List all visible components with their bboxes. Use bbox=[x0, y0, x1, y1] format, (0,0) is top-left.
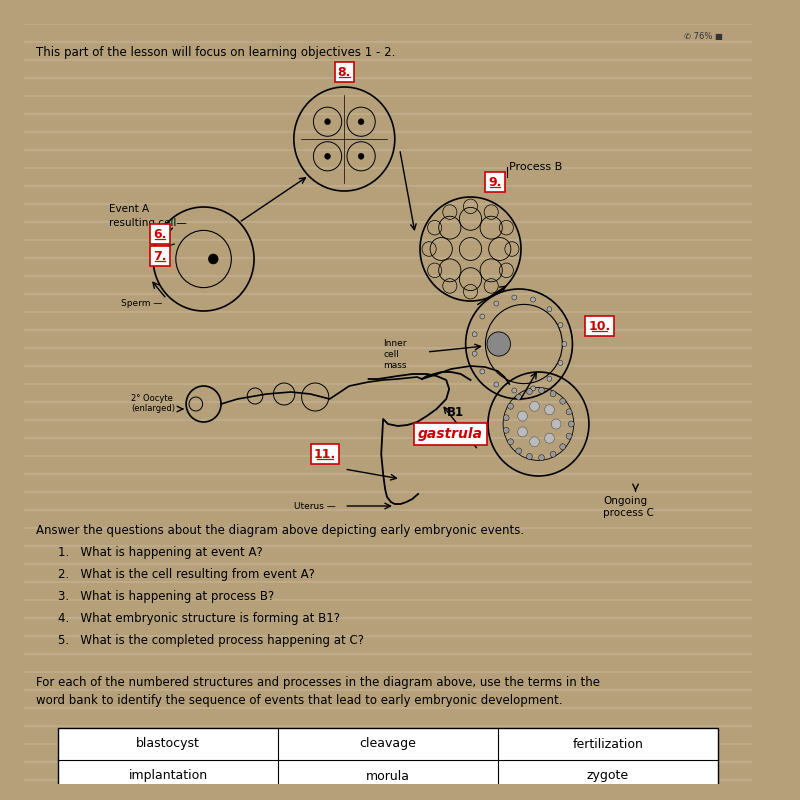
Circle shape bbox=[538, 454, 544, 461]
Text: Inner
cell
mass: Inner cell mass bbox=[383, 339, 406, 370]
Text: 2° Oocyte
(enlarged): 2° Oocyte (enlarged) bbox=[130, 394, 174, 414]
Circle shape bbox=[550, 451, 556, 458]
Circle shape bbox=[558, 361, 563, 366]
Bar bbox=[58, 728, 718, 792]
Circle shape bbox=[209, 254, 218, 264]
Circle shape bbox=[325, 154, 330, 159]
Text: 7.: 7. bbox=[153, 250, 166, 262]
Text: 8.: 8. bbox=[338, 66, 351, 78]
Circle shape bbox=[562, 342, 567, 346]
Circle shape bbox=[547, 376, 552, 382]
Text: Uterus —: Uterus — bbox=[294, 502, 335, 511]
Circle shape bbox=[545, 405, 554, 414]
Text: B1: B1 bbox=[446, 406, 464, 418]
Circle shape bbox=[558, 322, 563, 327]
Text: morula: morula bbox=[366, 770, 410, 782]
Circle shape bbox=[530, 402, 539, 411]
Circle shape bbox=[550, 390, 556, 397]
Text: Process B: Process B bbox=[510, 162, 562, 172]
Circle shape bbox=[487, 332, 510, 356]
Text: 10.: 10. bbox=[589, 319, 610, 333]
Circle shape bbox=[568, 421, 574, 427]
Circle shape bbox=[516, 394, 522, 400]
Circle shape bbox=[358, 118, 364, 125]
Circle shape bbox=[494, 301, 498, 306]
Circle shape bbox=[512, 295, 517, 300]
Text: 1.   What is happening at event A?: 1. What is happening at event A? bbox=[58, 546, 262, 559]
Text: Event A: Event A bbox=[110, 204, 150, 214]
Text: For each of the numbered structures and processes in the diagram above, use the : For each of the numbered structures and … bbox=[36, 676, 600, 689]
Text: 5.   What is the completed process happening at C?: 5. What is the completed process happeni… bbox=[58, 634, 364, 647]
Circle shape bbox=[526, 389, 532, 394]
Text: resulting cell—: resulting cell— bbox=[110, 218, 187, 228]
Text: 4.   What embryonic structure is forming at B1?: 4. What embryonic structure is forming a… bbox=[58, 612, 340, 625]
Circle shape bbox=[472, 351, 477, 356]
Text: ✆ 76% ■: ✆ 76% ■ bbox=[684, 32, 723, 41]
Circle shape bbox=[325, 118, 330, 125]
Text: 6.: 6. bbox=[154, 227, 166, 241]
Text: gastrula: gastrula bbox=[418, 427, 483, 441]
Circle shape bbox=[530, 297, 535, 302]
Text: word bank to identify the sequence of events that lead to early embryonic develo: word bank to identify the sequence of ev… bbox=[36, 694, 562, 707]
Circle shape bbox=[512, 388, 517, 393]
Circle shape bbox=[545, 434, 554, 443]
Text: 2.   What is the cell resulting from event A?: 2. What is the cell resulting from event… bbox=[58, 568, 315, 581]
Circle shape bbox=[518, 411, 527, 421]
Text: zygote: zygote bbox=[587, 770, 629, 782]
Text: 11.: 11. bbox=[314, 447, 336, 461]
Circle shape bbox=[530, 386, 535, 391]
Text: blastocyst: blastocyst bbox=[136, 738, 200, 750]
Circle shape bbox=[508, 438, 514, 445]
Circle shape bbox=[551, 419, 561, 429]
Circle shape bbox=[508, 403, 514, 410]
Text: implantation: implantation bbox=[129, 770, 207, 782]
Circle shape bbox=[566, 434, 572, 439]
Text: This part of the lesson will focus on learning objectives 1 - 2.: This part of the lesson will focus on le… bbox=[36, 46, 395, 59]
Circle shape bbox=[560, 444, 566, 450]
Circle shape bbox=[518, 427, 527, 437]
Circle shape bbox=[538, 387, 544, 394]
Circle shape bbox=[480, 314, 485, 319]
Circle shape bbox=[526, 454, 532, 459]
Circle shape bbox=[472, 332, 477, 337]
Text: 9.: 9. bbox=[488, 175, 502, 189]
Text: fertilization: fertilization bbox=[573, 738, 643, 750]
Circle shape bbox=[560, 398, 566, 404]
Text: Sperm —: Sperm — bbox=[121, 299, 162, 308]
Circle shape bbox=[480, 369, 485, 374]
Circle shape bbox=[503, 414, 509, 421]
Text: 3.   What is happening at process B?: 3. What is happening at process B? bbox=[58, 590, 274, 603]
Circle shape bbox=[566, 409, 572, 414]
Text: Ongoing
process C: Ongoing process C bbox=[603, 496, 654, 518]
Text: cleavage: cleavage bbox=[359, 738, 417, 750]
Text: Answer the questions about the diagram above depicting early embryonic events.: Answer the questions about the diagram a… bbox=[36, 524, 524, 537]
Circle shape bbox=[494, 382, 498, 387]
Circle shape bbox=[530, 437, 539, 446]
Circle shape bbox=[516, 448, 522, 454]
Circle shape bbox=[547, 306, 552, 312]
Circle shape bbox=[503, 427, 509, 434]
Circle shape bbox=[358, 154, 364, 159]
